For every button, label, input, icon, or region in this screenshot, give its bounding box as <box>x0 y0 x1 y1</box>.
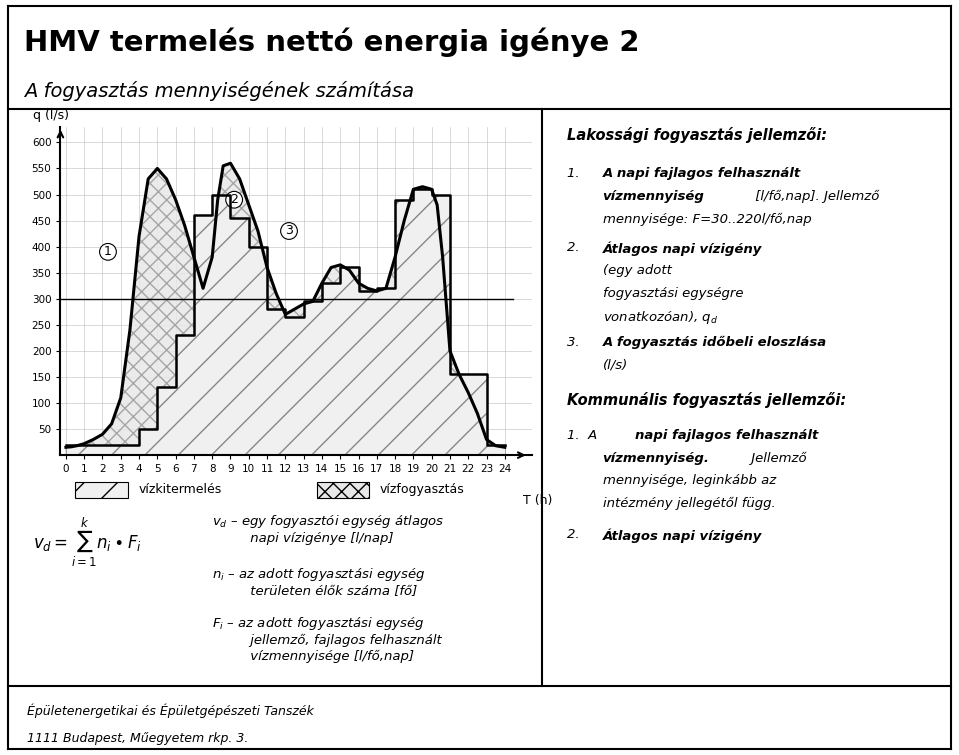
Text: 2.: 2. <box>567 241 588 254</box>
Text: 3.: 3. <box>567 336 588 349</box>
Text: vízfogyasztás: vízfogyasztás <box>380 483 464 497</box>
Text: Átlagos napi vízigény: Átlagos napi vízigény <box>602 241 762 256</box>
Text: 2: 2 <box>230 193 238 206</box>
Text: vízmennyiség.: vízmennyiség. <box>602 451 710 464</box>
Text: napi fajlagos felhasznált: napi fajlagos felhasznált <box>635 429 818 442</box>
Text: A napi fajlagos felhasznált: A napi fajlagos felhasznált <box>602 168 801 180</box>
Text: mennyisége, leginkább az: mennyisége, leginkább az <box>602 474 776 487</box>
Text: 2.: 2. <box>567 528 588 541</box>
Text: T (h): T (h) <box>523 495 552 507</box>
Text: HMV termelés nettó energia igénye 2: HMV termelés nettó energia igénye 2 <box>24 28 640 57</box>
Text: $F_i$ – az adott fogyasztási egység
         jellemző, fajlagos felhasznált
    : $F_i$ – az adott fogyasztási egység jell… <box>212 615 441 663</box>
Text: Lakossági fogyasztás jellemzői:: Lakossági fogyasztás jellemzői: <box>567 128 827 143</box>
Text: intézmény jellegétől függ.: intézmény jellegétől függ. <box>602 497 776 510</box>
Text: 1.: 1. <box>567 168 588 180</box>
Text: [l/fő,nap]. Jellemző: [l/fő,nap]. Jellemző <box>751 190 879 203</box>
Text: A fogyasztás mennyiségének számítása: A fogyasztás mennyiségének számítása <box>24 81 414 101</box>
Text: 1.  A: 1. A <box>567 429 601 442</box>
Text: $v_d = \sum_{i=1}^{k} n_i \bullet F_i$: $v_d = \sum_{i=1}^{k} n_i \bullet F_i$ <box>34 516 142 569</box>
Text: $n_i$ – az adott fogyasztási egység
         területen élők száma [fő]: $n_i$ – az adott fogyasztási egység terü… <box>212 566 425 599</box>
Text: 3: 3 <box>285 224 292 238</box>
Text: 1: 1 <box>104 245 112 258</box>
Text: Jellemző: Jellemző <box>747 451 807 464</box>
Text: 1111 Budapest, Műegyetem rkp. 3.: 1111 Budapest, Műegyetem rkp. 3. <box>27 732 247 745</box>
FancyBboxPatch shape <box>76 482 128 498</box>
Text: vonatkozóan), q$_d$: vonatkozóan), q$_d$ <box>602 309 717 326</box>
Text: q (l/s): q (l/s) <box>33 109 69 122</box>
Text: Épületenergetikai és Épületgépészeti Tanszék: Épületenergetikai és Épületgépészeti Tan… <box>27 704 314 719</box>
Text: Átlagos napi vízigény: Átlagos napi vízigény <box>602 528 762 543</box>
Text: Kommunális fogyasztás jellemzői:: Kommunális fogyasztás jellemzői: <box>567 392 846 408</box>
FancyBboxPatch shape <box>316 482 369 498</box>
Text: fogyasztási egységre: fogyasztási egységre <box>602 287 743 300</box>
Text: $v_d$ – egy fogyasztói egység átlagos
         napi vízigénye [l/nap]: $v_d$ – egy fogyasztói egység átlagos na… <box>212 513 444 545</box>
Text: (l/s): (l/s) <box>602 359 628 372</box>
Text: A fogyasztás időbeli eloszlása: A fogyasztás időbeli eloszlása <box>602 336 827 350</box>
Text: vízkitermelés: vízkitermelés <box>138 483 222 497</box>
Text: (egy adott: (egy adott <box>602 264 671 277</box>
Text: vízmennyiség: vízmennyiség <box>602 190 705 203</box>
Text: mennyisége: F=30..220l/fő,nap: mennyisége: F=30..220l/fő,nap <box>602 213 811 226</box>
